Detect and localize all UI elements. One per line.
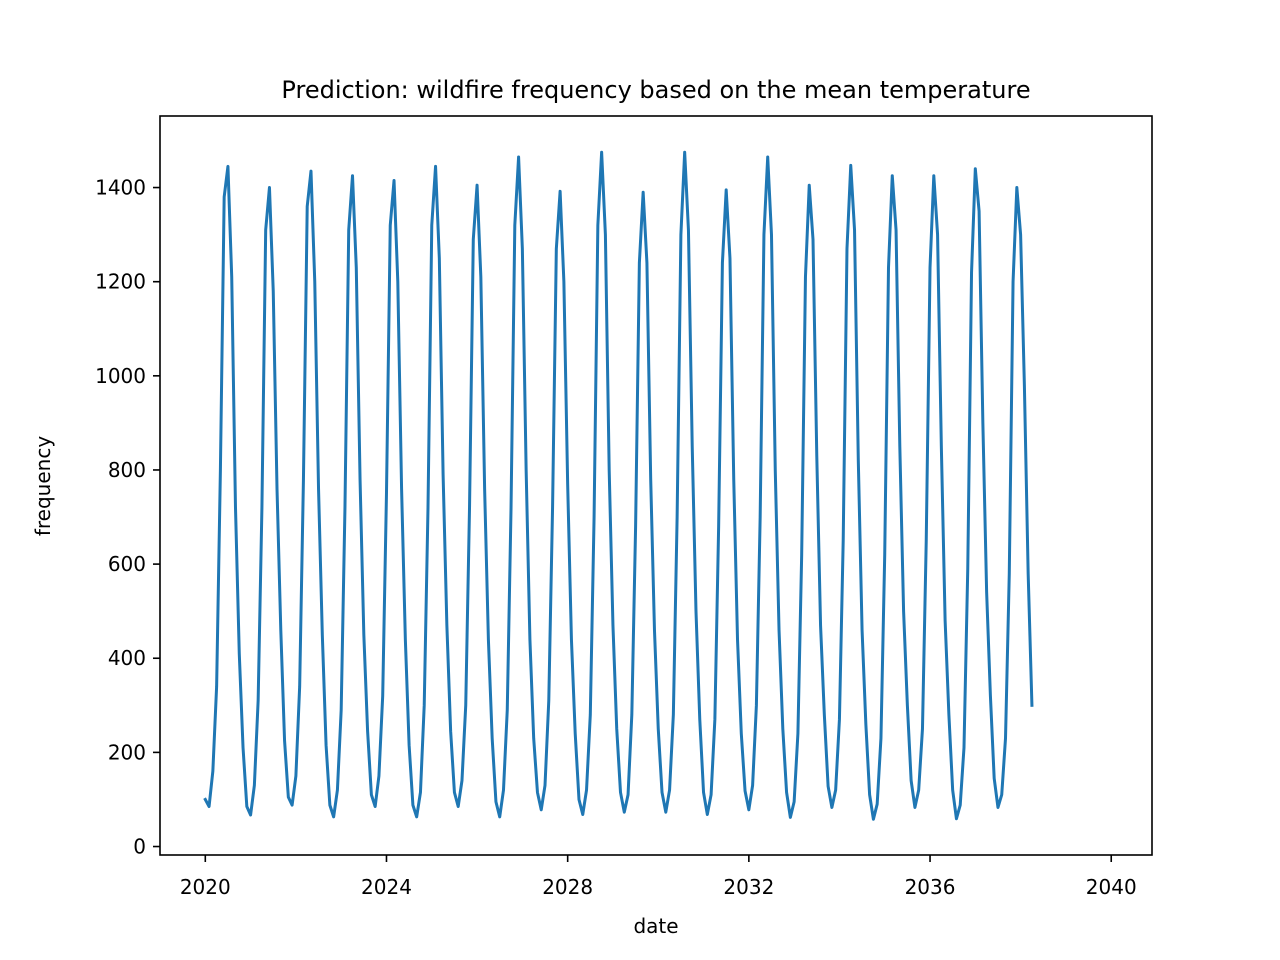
y-axis-label: frequency <box>31 436 55 536</box>
y-tick-label: 0 <box>133 835 146 859</box>
plot-background <box>160 116 1152 855</box>
y-tick-label: 1200 <box>95 270 146 294</box>
x-tick-label: 2036 <box>905 875 956 899</box>
x-axis: 2020 2024 2028 2032 2036 2040 <box>180 855 1137 899</box>
series-line <box>203 150 1034 821</box>
x-tick-label: 2024 <box>361 875 412 899</box>
x-tick-label: 2020 <box>180 875 231 899</box>
y-tick-label: 1400 <box>95 176 146 200</box>
y-axis: 0 200 400 600 800 1000 1200 1400 <box>95 176 160 859</box>
y-tick-label: 1000 <box>95 364 146 388</box>
y-tick-label: 200 <box>108 740 146 764</box>
chart-title: Prediction: wildfire frequency based on … <box>281 76 1030 104</box>
x-axis-label: date <box>633 914 678 938</box>
y-tick-label: 400 <box>108 646 146 670</box>
y-tick-label: 800 <box>108 458 146 482</box>
x-tick-label: 2028 <box>542 875 593 899</box>
x-tick-label: 2032 <box>723 875 774 899</box>
plot-frame <box>159 115 1153 856</box>
x-tick-label: 2040 <box>1086 875 1137 899</box>
plot-area: 2020 2024 2028 2032 2036 2040 0 200 400 600 800 10… <box>95 115 1153 899</box>
y-tick-label: 600 <box>108 552 146 576</box>
